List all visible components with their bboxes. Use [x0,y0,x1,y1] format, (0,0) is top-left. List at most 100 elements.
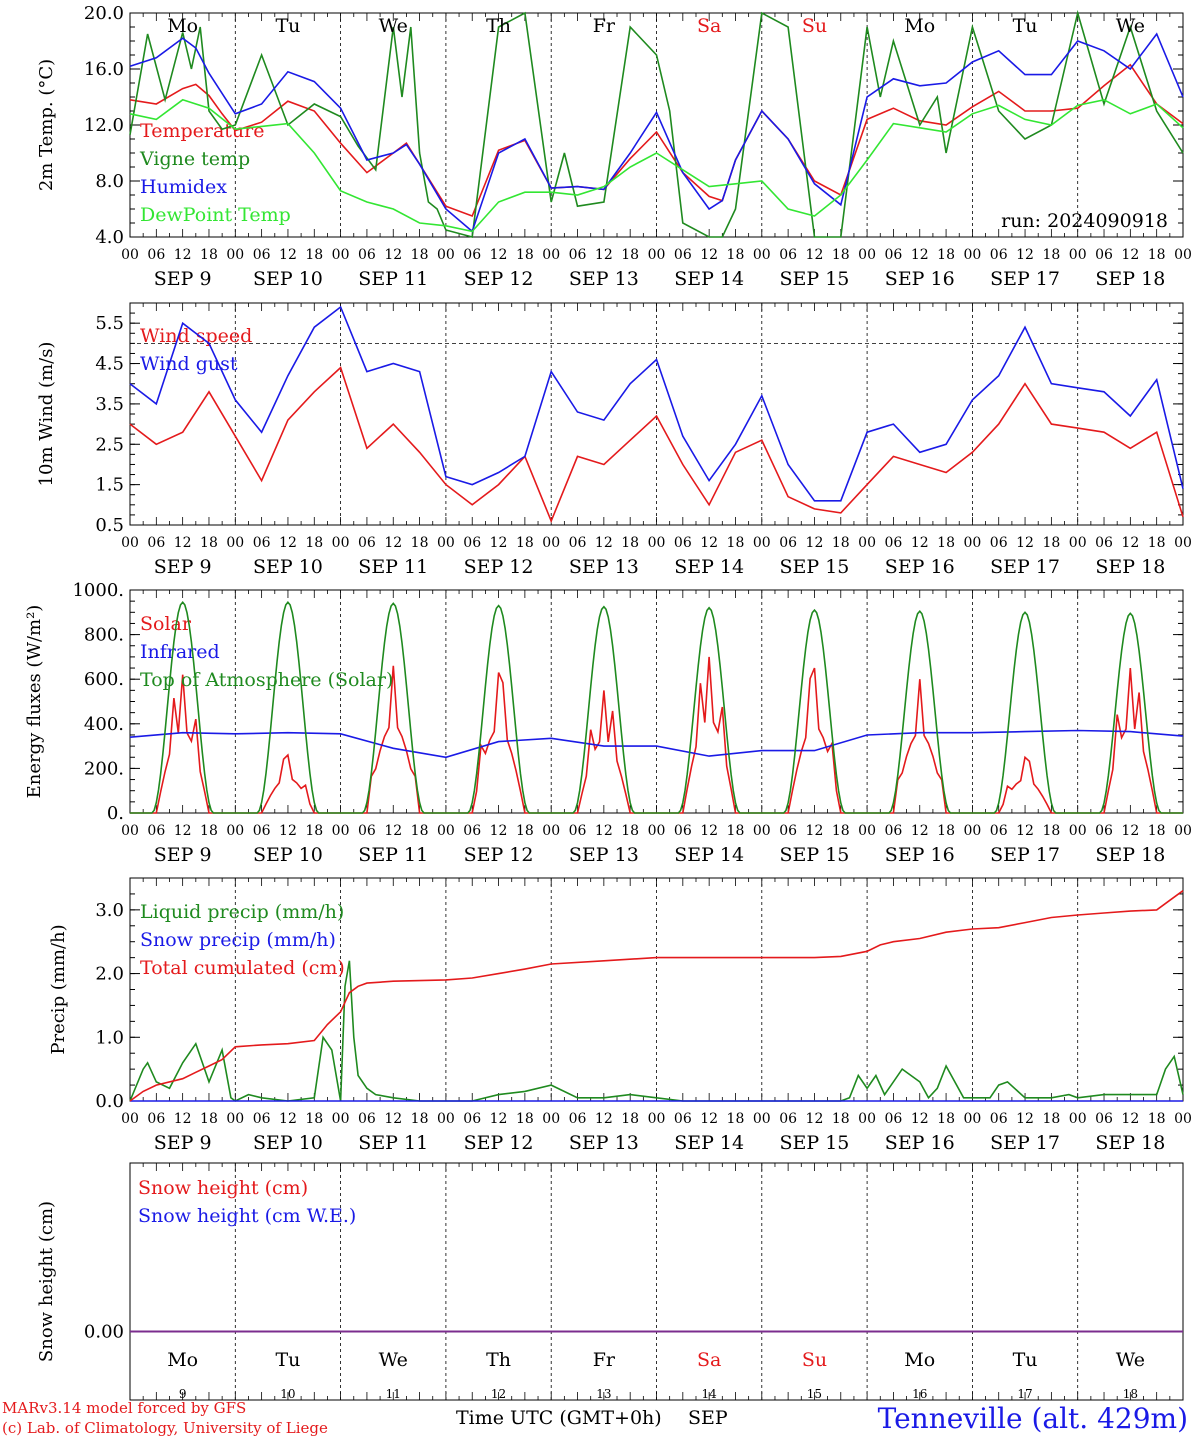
hour-tick-label: 12 [806,1111,824,1127]
hour-tick-label: 18 [200,247,218,263]
hour-tick-label: 12 [490,1111,508,1127]
y-tick-label: 0.5 [95,515,124,536]
day-label: SEP 14 [674,268,744,290]
hour-tick-label: 18 [1148,1111,1166,1127]
hour-tick-label: 18 [621,823,639,839]
hour-tick-label: 18 [1042,535,1060,551]
y-axis-label: Precip (mm/h) [48,924,69,1054]
day-label: SEP 13 [569,844,639,866]
hour-tick-label: 00 [121,823,139,839]
panel-1: 4.0 8.0 12.0 16.0 20.0 2m Temp. (°C) 00 06 12 18 0… [36,3,1192,290]
legend-entry: Snow height (cm W.E.) [138,1205,356,1227]
hour-tick-label: 00 [963,247,981,263]
day-label: SEP 13 [569,268,639,290]
y-axis-label: 2m Temp. (°C) [36,59,57,191]
hour-tick-label: 12 [1016,1111,1034,1127]
hour-tick-label: 18 [305,535,323,551]
hour-tick-label: 12 [490,823,508,839]
hour-tick-label: 06 [253,247,271,263]
y-tick-label: 4.0 [95,227,124,248]
weekday-label: Tu [1013,1349,1038,1371]
hour-tick-label: 18 [1148,247,1166,263]
day-label: SEP 18 [1095,1132,1165,1154]
day-number-label: 10 [280,1387,295,1401]
station-label: Tenneville (alt. 429m) [878,1402,1188,1435]
hour-tick-label: 18 [1148,535,1166,551]
hour-tick-label: 18 [727,247,745,263]
y-tick-label: 0. [107,803,124,824]
hour-tick-label: 06 [147,1111,165,1127]
series-line-red [129,63,1184,218]
y-tick-label: 20.0 [84,3,124,24]
legend-entry: Snow height (cm) [138,1177,308,1199]
day-label: SEP 16 [885,556,955,578]
y-tick-label: 2.5 [95,434,124,455]
hour-tick-label: 06 [885,247,903,263]
hour-tick-label: 00 [121,535,139,551]
series-line-green [129,9,1184,239]
y-tick-label: 600. [84,669,124,690]
weekday-label: Su [802,1349,827,1371]
hour-tick-label: 12 [174,535,192,551]
hour-tick-label: 00 [753,1111,771,1127]
y-tick-label: 1000. [72,580,124,601]
hour-tick-label: 18 [937,823,955,839]
hour-tick-label: 12 [1121,247,1139,263]
panel-5: 0.00 Snow height (cm) Snow height (cm) Snow… [36,1162,1184,1401]
weekday-label: Mo [904,1349,935,1371]
weekday-label: Th [486,15,511,37]
hour-tick-label: 12 [174,247,192,263]
weekday-label: We [379,15,408,37]
day-label: SEP 10 [253,1132,323,1154]
y-axis-label: 10m Wind (m/s) [36,342,57,487]
series-line-red [129,890,1184,1102]
hour-tick-label: 18 [305,1111,323,1127]
hour-tick-label: 06 [885,823,903,839]
hour-tick-label: 00 [648,247,666,263]
y-tick-label: 0.0 [95,1091,124,1112]
hour-tick-label: 00 [1069,1111,1087,1127]
weekday-label: Mo [167,15,198,37]
hour-tick-label: 00 [753,247,771,263]
hour-tick-label: 18 [727,535,745,551]
hour-tick-label: 18 [621,247,639,263]
hour-tick-label: 00 [437,247,455,263]
hour-tick-label: 06 [569,247,587,263]
hour-tick-label: 00 [542,247,560,263]
weekday-label: Tu [1013,15,1038,37]
day-label: SEP 15 [780,1132,850,1154]
legend-entry: DewPoint Temp [140,204,291,226]
panel-3: 0. 200. 400. 600. 800. 1000. Energy fluxes (W/… [24,580,1192,866]
hour-tick-label: 00 [332,247,350,263]
hour-tick-label: 12 [279,247,297,263]
day-number-label: 9 [179,1387,187,1401]
hour-tick-label: 18 [621,535,639,551]
hour-tick-label: 00 [963,823,981,839]
hour-tick-label: 00 [858,535,876,551]
hour-tick-label: 18 [621,1111,639,1127]
hour-tick-label: 06 [253,535,271,551]
hour-tick-label: 12 [279,823,297,839]
hour-tick-label: 12 [595,823,613,839]
hour-tick-label: 00 [226,247,244,263]
x-axis-month: SEP [688,1407,728,1429]
hour-tick-label: 00 [542,1111,560,1127]
hour-tick-label: 00 [1174,823,1192,839]
legend-entry: Solar [140,613,192,635]
legend-entry: Infrared [140,641,220,663]
legend-entry: Liquid precip (mm/h) [140,901,344,923]
panel-frame [129,589,1184,814]
day-label: SEP 15 [780,268,850,290]
day-label: SEP 14 [674,1132,744,1154]
hour-tick-label: 18 [1042,823,1060,839]
day-label: SEP 12 [464,1132,534,1154]
hour-tick-label: 00 [858,1111,876,1127]
hour-tick-label: 12 [806,823,824,839]
hour-tick-label: 06 [147,823,165,839]
hour-tick-label: 12 [700,1111,718,1127]
hour-tick-label: 00 [858,247,876,263]
hour-tick-label: 06 [1095,247,1113,263]
legend-entry: Top of Atmosphere (Solar) [140,669,393,691]
hour-tick-label: 00 [226,823,244,839]
hour-tick-label: 18 [937,535,955,551]
